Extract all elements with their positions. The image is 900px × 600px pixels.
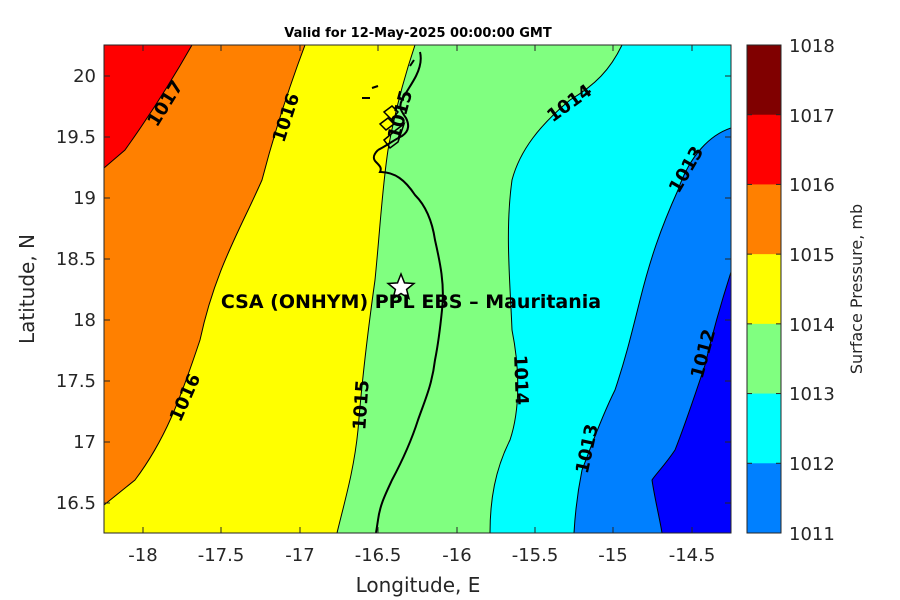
colorbar-segment xyxy=(747,45,781,116)
y-axis-label: Latitude, N xyxy=(15,234,39,344)
colorbar-frame xyxy=(746,44,782,534)
island-outline xyxy=(382,121,406,150)
x-tick-label: -16 xyxy=(442,545,471,566)
x-tick-marks xyxy=(142,45,693,533)
colorbar-tick-label: 1011 xyxy=(789,524,835,545)
y-tick-label: 19.5 xyxy=(56,127,96,148)
y-tick-label: 20 xyxy=(73,66,96,87)
colorbar-segment xyxy=(747,463,781,534)
colorbar-segment xyxy=(747,254,781,325)
x-tick-label: -16.5 xyxy=(355,545,402,566)
colorbar-tick-label: 1016 xyxy=(789,175,835,196)
contour-fill xyxy=(104,45,731,533)
contour-label: 1014 xyxy=(509,355,532,406)
y-tick-marks xyxy=(104,75,731,504)
colorbar-tick-label: 1013 xyxy=(789,384,835,405)
map-title: Valid for 12-May-2025 00:00:00 GMT xyxy=(284,26,552,41)
island-outline xyxy=(378,117,396,131)
y-tick-label: 18.5 xyxy=(56,249,96,270)
colorbar-segment xyxy=(747,393,781,464)
colorbar-segments xyxy=(747,45,781,534)
y-tick-label: 17 xyxy=(73,432,96,453)
y-tick-label: 19 xyxy=(73,188,96,209)
colorbar-tick-label: 1014 xyxy=(789,315,835,336)
band-1011 xyxy=(651,271,731,533)
coastline xyxy=(362,51,444,533)
site-label: CSA (ONHYM) PPL EBS – Mauritania xyxy=(221,291,601,313)
coastline-path xyxy=(372,149,444,533)
x-tick-label: -15 xyxy=(598,545,627,566)
y-tick-label: 16.5 xyxy=(56,493,96,514)
x-tick-label: -15.5 xyxy=(512,545,559,566)
island-outline xyxy=(409,59,415,67)
x-tick-label: -14.5 xyxy=(669,545,716,566)
contour-label: 1015 xyxy=(349,379,373,430)
x-tick-labels: -18 -17.5 -17 -16.5 -16 -15.5 -15 -14.5 xyxy=(128,545,715,566)
plot-frame xyxy=(103,44,732,534)
x-axis-label: Longitude, E xyxy=(356,573,481,597)
colorbar-tick-label: 1017 xyxy=(789,106,835,127)
y-tick-label: 17.5 xyxy=(56,371,96,392)
colorbar-segment xyxy=(747,323,781,395)
colorbar-tick-marks xyxy=(747,44,781,534)
colorbar-tick-label: 1012 xyxy=(789,454,835,475)
band-1017 xyxy=(104,45,193,169)
colorbar-tick-labels: 1018 1017 1016 1015 1014 1013 1012 1011 xyxy=(789,36,835,545)
x-tick-label: -18 xyxy=(128,545,157,566)
colorbar: 1018 1017 1016 1015 1014 1013 1012 1011 … xyxy=(746,36,866,545)
x-tick-label: -17.5 xyxy=(198,545,245,566)
colorbar-tick-label: 1018 xyxy=(789,36,835,57)
colorbar-segment xyxy=(747,184,781,255)
y-tick-label: 18 xyxy=(73,310,96,331)
island-outline xyxy=(371,85,379,89)
site-star-icon xyxy=(386,271,416,301)
colorbar-label: Surface Pressure, mb xyxy=(847,204,866,374)
colorbar-tick-label: 1015 xyxy=(789,245,835,266)
y-tick-labels: 20 19.5 19 18.5 18 17.5 17 16.5 xyxy=(56,66,96,514)
colorbar-segment xyxy=(747,114,781,185)
x-tick-label: -17 xyxy=(285,545,314,566)
island-outline xyxy=(382,105,399,122)
